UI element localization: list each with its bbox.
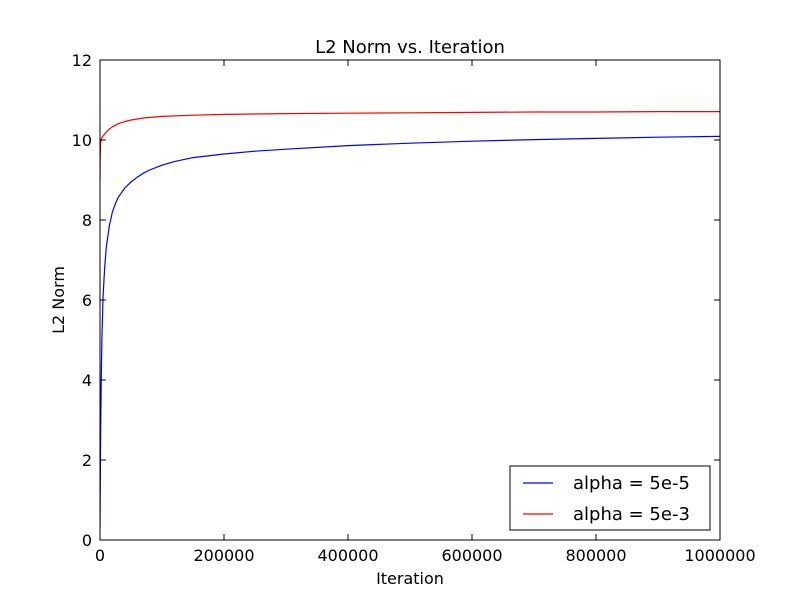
x-tick-label: 0 [95, 546, 105, 565]
x-axis-label: Iteration [376, 569, 444, 588]
legend-label-2: alpha = 5e-3 [573, 504, 690, 525]
x-tick-label: 800000 [565, 546, 626, 565]
y-tick-label: 4 [82, 371, 92, 390]
y-tick-label: 6 [82, 291, 92, 310]
plot-area: 0 200000 400000 600000 800000 1000000 0 2 4 6 8 10 1… [72, 51, 756, 565]
legend-label-1: alpha = 5e-5 [573, 473, 690, 494]
y-tick-label: 12 [72, 51, 92, 70]
legend-box [509, 465, 711, 531]
legend: alpha = 5e-5 alpha = 5e-3 [509, 465, 711, 531]
y-tick-label: 8 [82, 211, 92, 230]
y-axis-label: L2 Norm [49, 266, 68, 334]
x-tick-label: 600000 [441, 546, 502, 565]
y-tick-label: 0 [82, 531, 92, 550]
y-tick-label: 2 [82, 451, 92, 470]
x-tick-label: 200000 [193, 546, 254, 565]
series-line-2 [100, 111, 720, 181]
series-line-1 [100, 135, 720, 529]
y-tick-label: 10 [72, 131, 92, 150]
x-tick-label: 400000 [317, 546, 378, 565]
x-tick-label: 1000000 [684, 546, 755, 565]
chart-title: L2 Norm vs. Iteration [315, 37, 505, 58]
